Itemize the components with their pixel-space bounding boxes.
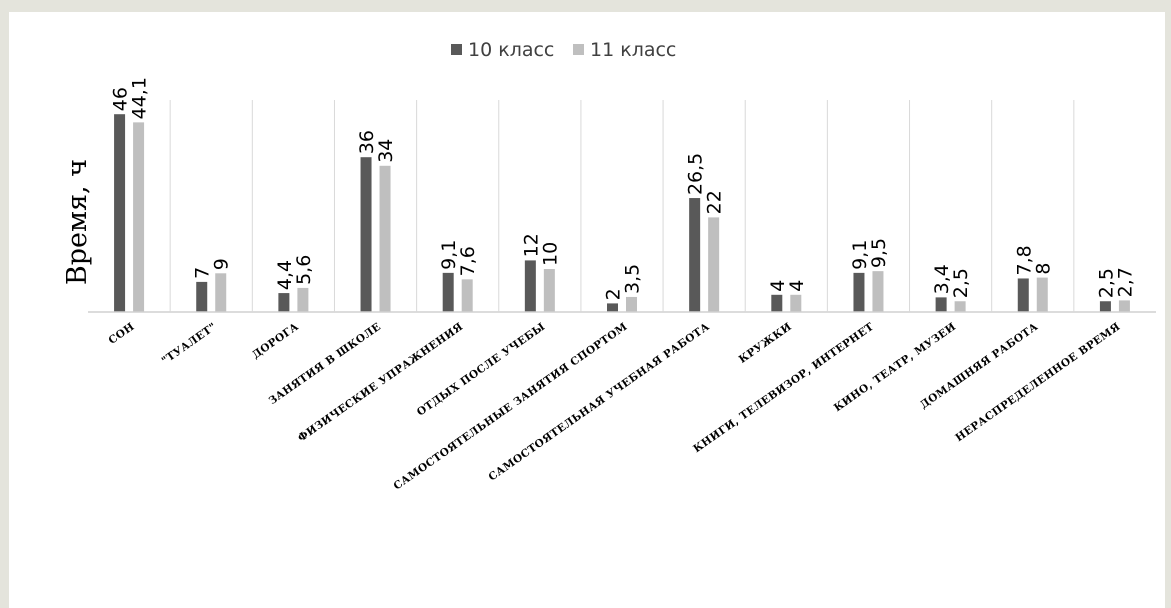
bar-11-class-0 — [133, 122, 145, 313]
category-label-5: ОТДЫХ ПОСЛЕ УЧЕБЫ — [415, 321, 548, 419]
bar-10-class-8 — [771, 294, 783, 312]
category-label-12: НЕРАСПРЕДЕЛЕННОЕ ВРЕМЯ — [953, 321, 1122, 445]
data-label-10-class-1: 7 — [192, 267, 214, 279]
data-label-10-class-0: 46 — [110, 87, 132, 111]
category-label-0: СОН — [106, 321, 136, 347]
category-label-1: "ТУАЛЕТ" — [160, 321, 219, 368]
bar-11-class-6 — [626, 296, 637, 312]
bar-11-class-3 — [379, 165, 391, 312]
bar-11-class-12 — [1118, 300, 1130, 312]
bar-10-class-10 — [935, 297, 947, 312]
bar-10-class-11 — [1017, 278, 1029, 312]
legend-label-0: 10 класс — [468, 39, 554, 61]
y-axis-label: Время, ч — [62, 159, 93, 285]
legend: 10 класс 11 класс — [451, 39, 676, 61]
data-label-11-class-11: 8 — [1032, 263, 1054, 275]
bar-10-class-4 — [442, 272, 454, 312]
bar-11-class-2 — [297, 287, 309, 312]
bar-11-class-8 — [790, 294, 802, 312]
data-label-11-class-5: 10 — [539, 242, 561, 266]
data-label-10-class-7: 26,5 — [685, 153, 707, 195]
bar-11-class-1 — [215, 273, 227, 312]
bars — [114, 114, 1130, 313]
bar-10-class-12 — [1099, 301, 1111, 312]
category-label-4: ФИЗИЧЕСКИЕ УПРАЖНЕНИЯ — [296, 321, 466, 445]
data-label-10-class-5: 12 — [520, 233, 542, 257]
category-dividers — [169, 100, 1075, 312]
data-label-11-class-1: 9 — [211, 258, 233, 270]
data-label-10-class-12: 2,5 — [1095, 268, 1117, 298]
legend-swatch-1 — [573, 44, 584, 55]
bar-11-class-11 — [1036, 277, 1048, 312]
bar-10-class-2 — [278, 293, 290, 312]
category-label-8: КРУЖКИ — [737, 321, 794, 366]
data-label-11-class-3: 34 — [375, 139, 397, 163]
data-label-10-class-8: 4 — [767, 280, 789, 292]
data-label-11-class-9: 9,5 — [868, 238, 890, 268]
data-label-10-class-3: 36 — [356, 130, 378, 154]
bar-10-class-3 — [360, 157, 372, 312]
data-label-11-class-6: 3,5 — [622, 264, 644, 294]
data-label-11-class-0: 44,1 — [129, 77, 151, 119]
data-label-10-class-2: 4,4 — [274, 260, 296, 290]
bar-10-class-7 — [689, 198, 701, 312]
bar-10-class-5 — [524, 260, 536, 312]
bar-10-class-6 — [607, 303, 618, 312]
data-label-11-class-8: 4 — [786, 280, 808, 292]
data-label-11-class-2: 5,6 — [293, 255, 315, 285]
bar-11-class-4 — [461, 279, 473, 312]
data-label-10-class-9: 9,1 — [849, 240, 871, 270]
data-label-10-class-10: 3,4 — [931, 264, 953, 294]
bar-11-class-9 — [872, 271, 884, 312]
data-label-11-class-12: 2,7 — [1114, 267, 1136, 297]
bar-10-class-9 — [853, 272, 865, 312]
data-label-10-class-4: 9,1 — [438, 240, 460, 270]
bar-10-class-0 — [114, 114, 126, 312]
bar-10-class-1 — [196, 281, 208, 312]
data-label-11-class-4: 7,6 — [457, 246, 479, 276]
data-label-11-class-10: 2,5 — [950, 268, 972, 298]
data-label-10-class-11: 7,8 — [1013, 245, 1035, 275]
legend-swatch-0 — [451, 44, 462, 55]
chart-panel: 10 класс 11 класс Время, ч 46 44,1 7 9 4,4 5,6… — [9, 12, 1165, 608]
legend-label-1: 11 класс — [590, 39, 676, 61]
category-label-9: КНИГИ, ТЕЛЕВИЗОР, ИНТЕРНЕТ — [691, 321, 876, 456]
bar-11-class-5 — [543, 269, 555, 312]
data-label-11-class-7: 22 — [704, 190, 726, 214]
bar-11-class-7 — [708, 217, 720, 312]
bar-11-class-10 — [954, 301, 966, 312]
data-label-10-class-6: 2 — [603, 288, 625, 300]
category-label-2: ДОРОГА — [250, 321, 301, 362]
